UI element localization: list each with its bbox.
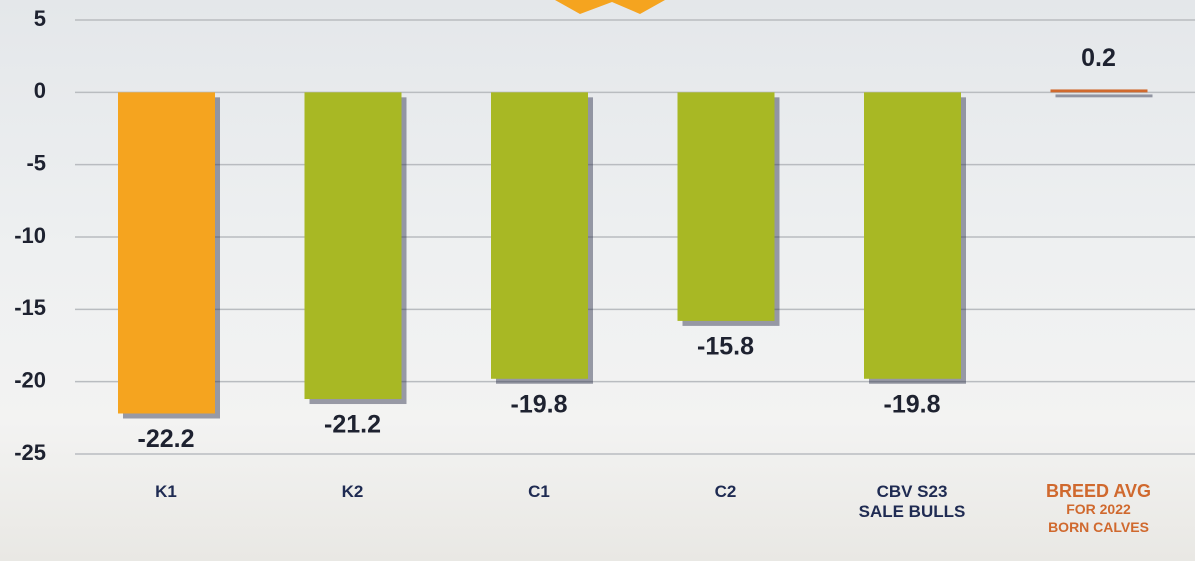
bar-shadow: [1055, 94, 1153, 98]
bar: [864, 92, 961, 379]
bar: [677, 92, 775, 321]
y-tick-label: -20: [14, 367, 46, 392]
y-tick-label: -5: [26, 150, 46, 175]
value-label: -22.2: [138, 425, 195, 453]
x-tick-label: C1: [528, 482, 550, 501]
y-tick-label: 5: [34, 6, 46, 31]
bar: [304, 92, 402, 400]
bar: [1050, 89, 1148, 93]
bar: [491, 92, 588, 379]
bar: [118, 92, 215, 414]
y-tick-label: -25: [14, 440, 46, 465]
y-tick-label: -10: [14, 223, 46, 248]
value-label: -19.8: [511, 390, 568, 418]
x-tick-label: BREED AVG FOR 2022 BORN CALVES: [1045, 481, 1151, 535]
x-tick-label: K2: [341, 482, 364, 501]
value-label: -19.8: [884, 390, 941, 418]
y-tick-label: -15: [14, 295, 46, 320]
value-label: 0.2: [1081, 44, 1116, 72]
x-tick-label: K1: [155, 482, 177, 501]
star-decoration: [555, 0, 665, 14]
y-tick-label: 0: [34, 78, 46, 103]
x-tick-label: C2: [714, 482, 737, 501]
x-tick-label: CBV S23 SALE BULLS: [858, 482, 966, 521]
value-label: -21.2: [324, 411, 381, 439]
value-label: -15.8: [697, 333, 754, 361]
